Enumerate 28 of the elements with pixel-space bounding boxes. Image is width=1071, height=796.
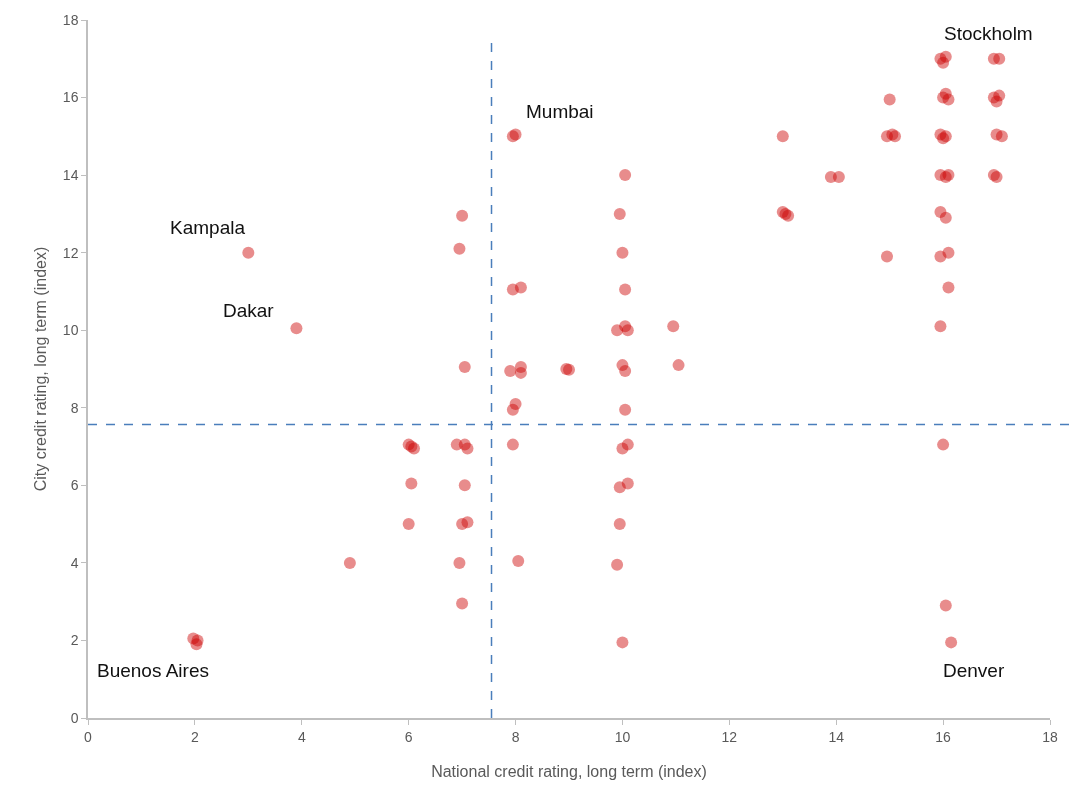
annotation: Kampala <box>170 217 246 238</box>
y-tick-label: 0 <box>70 709 79 726</box>
x-tick-label: 6 <box>404 728 413 745</box>
x-axis-title: National credit rating, long term (index) <box>431 762 707 780</box>
annotation: Mumbai <box>526 101 594 122</box>
x-tick-label: 18 <box>1042 728 1058 745</box>
y-tick-label: 18 <box>62 11 79 28</box>
annotation: Stockholm <box>944 23 1033 44</box>
x-tick-label: 10 <box>614 728 631 745</box>
x-tick-label: 2 <box>190 728 199 745</box>
x-tick-label: 8 <box>511 728 520 745</box>
annotation: Denver <box>943 660 1005 681</box>
y-tick-label: 16 <box>62 89 79 106</box>
y-tick-label: 4 <box>70 554 79 571</box>
y-tick-label: 8 <box>70 399 79 416</box>
x-tick-label: 0 <box>84 728 93 745</box>
y-tick-label: 14 <box>62 167 79 184</box>
x-tick-label: 12 <box>721 728 738 745</box>
x-tick-label: 16 <box>935 728 952 745</box>
y-tick-label: 10 <box>62 322 79 339</box>
y-tick-label: 12 <box>62 244 79 261</box>
x-tick-label: 14 <box>828 728 845 745</box>
y-tick-label: 2 <box>70 632 79 649</box>
y-axis-title: City credit rating, long term (index) <box>31 246 49 492</box>
x-tick-label: 4 <box>297 728 306 745</box>
annotation: Buenos Aires <box>97 660 209 681</box>
annotation: Dakar <box>223 300 275 321</box>
y-tick-label: 6 <box>70 477 79 494</box>
